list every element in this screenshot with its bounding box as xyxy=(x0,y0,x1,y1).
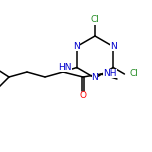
Text: Cl: Cl xyxy=(91,16,99,24)
Text: NH: NH xyxy=(103,69,116,78)
Text: HN: HN xyxy=(58,63,72,72)
Text: N: N xyxy=(73,42,80,51)
Text: N: N xyxy=(110,42,117,51)
Text: N: N xyxy=(92,74,98,83)
Text: O: O xyxy=(79,92,86,100)
Text: Cl: Cl xyxy=(130,69,138,78)
